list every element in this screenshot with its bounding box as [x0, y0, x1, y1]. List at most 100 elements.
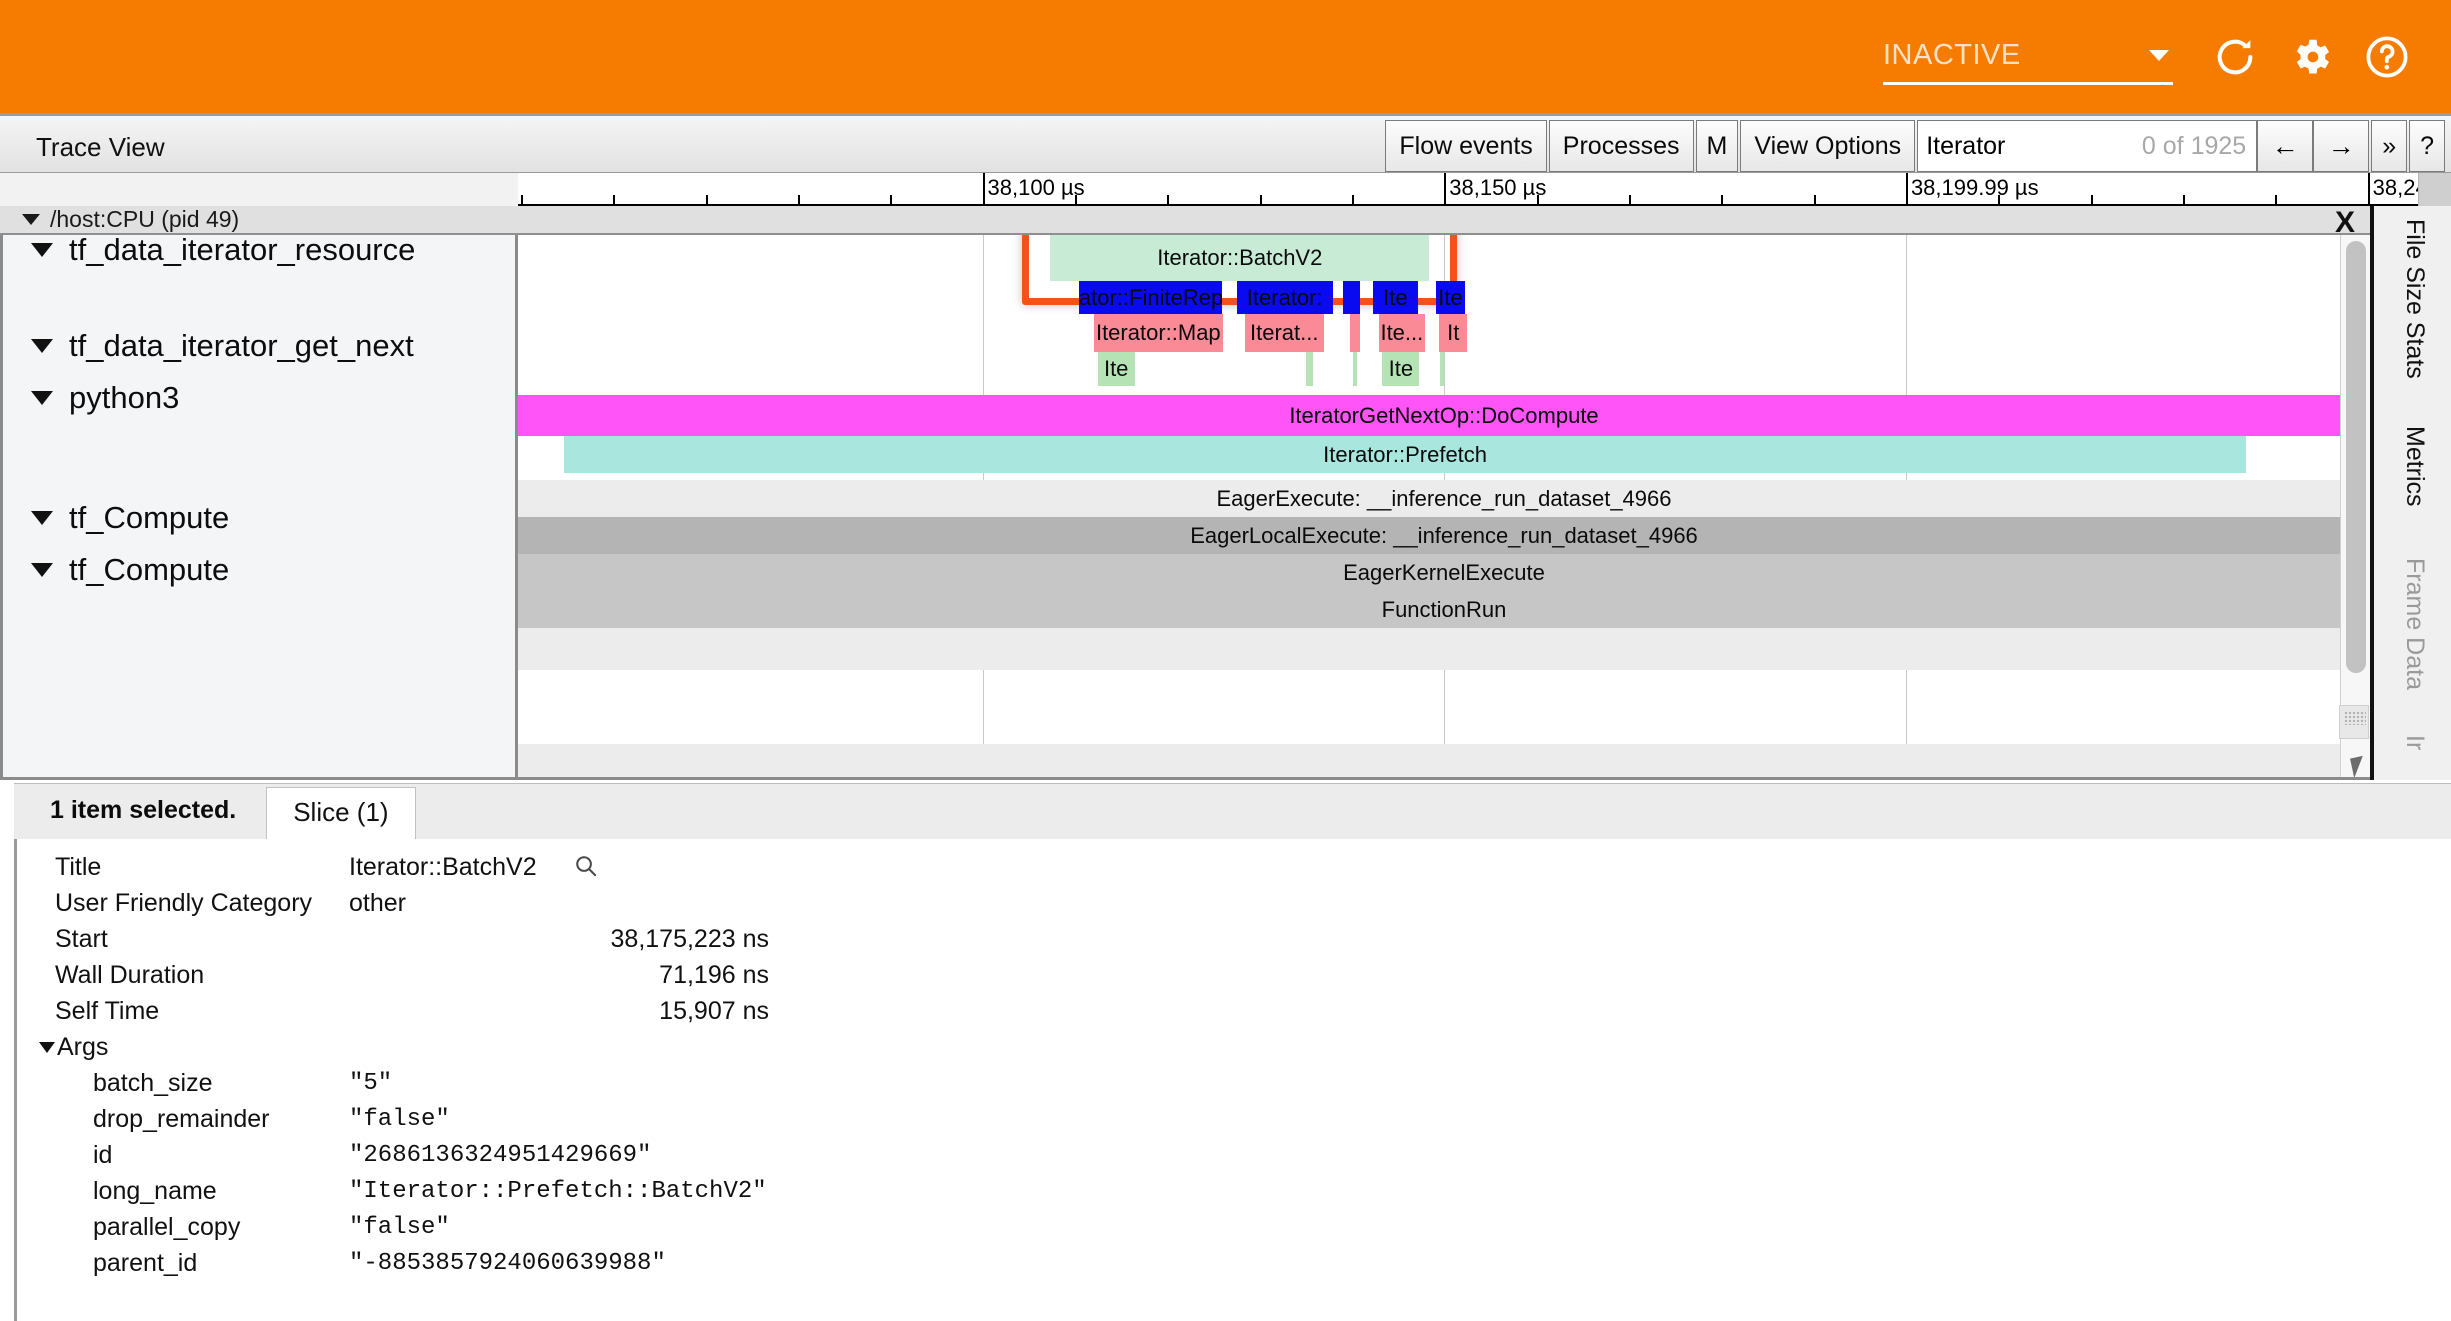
overflow-menu-button[interactable]: »	[2371, 120, 2408, 172]
detail-value: Iterator::BatchV2	[349, 852, 537, 881]
trace-slice[interactable]: IteratorGetNextOp::DoCompute	[518, 395, 2370, 436]
arg-key: drop_remainder	[93, 1104, 270, 1133]
args-label: Args	[57, 1032, 109, 1061]
metrics-toggle-button[interactable]: M	[1695, 120, 1739, 172]
close-icon[interactable]: X	[2334, 206, 2355, 239]
scrollbar-thumb[interactable]	[2346, 241, 2366, 673]
trace-slice[interactable]: It	[1439, 314, 1468, 352]
search-prev-button[interactable]: ←	[2257, 120, 2314, 172]
view-options-button[interactable]: View Options	[1740, 120, 1916, 172]
refresh-icon[interactable]	[2197, 19, 2273, 95]
trace-slice[interactable]: Ite	[1435, 281, 1466, 314]
trace-slice[interactable]: EagerKernelExecute	[518, 554, 2370, 591]
chevron-down-icon[interactable]	[31, 511, 53, 525]
chevron-down-icon[interactable]	[39, 1041, 55, 1053]
ruler-minor-tick	[1813, 195, 1816, 204]
status-dropdown[interactable]: INACTIVE	[1883, 29, 2173, 85]
detail-key: Start	[55, 924, 108, 953]
ruler-major-tick	[1444, 173, 1447, 204]
detail-value: 38,175,223 ns	[610, 924, 769, 953]
trace-slice[interactable]: Ite	[1097, 352, 1135, 386]
arg-key: parallel_copy	[93, 1212, 241, 1241]
track-label-row[interactable]: tf_data_iterator_resource	[3, 232, 521, 267]
chevron-down-icon[interactable]	[31, 243, 53, 257]
arg-key: id	[93, 1140, 113, 1169]
trace-slice[interactable]: Iterator::FiniteRepeat	[1079, 281, 1222, 314]
ruler-minor-tick	[1351, 195, 1354, 204]
track-label-text: python3	[69, 380, 180, 415]
ruler-minor-tick	[613, 195, 616, 204]
timeline-ruler[interactable]: 38,100 µs 38,150 µs 38,199.99 µs 38,249.99 …	[0, 173, 2451, 206]
chevron-down-icon[interactable]	[22, 214, 40, 225]
app-header-bar: INACTIVE	[0, 0, 2451, 113]
track-label-row[interactable]: tf_Compute	[3, 500, 521, 535]
track-label-row[interactable]: tf_Compute	[3, 554, 521, 585]
chevron-down-icon[interactable]	[31, 339, 53, 353]
ruler-major-tick	[982, 173, 985, 204]
trace-slice-small[interactable]	[1343, 281, 1360, 314]
trace-slice[interactable]: Ite	[1382, 352, 1420, 386]
selection-count-label: 1 item selected.	[50, 796, 237, 824]
help-button[interactable]: ?	[2409, 120, 2445, 172]
right-tab-metrics[interactable]: Metrics	[2401, 425, 2429, 507]
arg-value: "-8853857924060639988"	[349, 1249, 666, 1277]
trace-slice[interactable]: Iterator::Map	[1093, 314, 1223, 352]
trace-slice-small[interactable]	[518, 744, 2370, 777]
detail-row: Title Iterator::BatchV2	[17, 849, 2451, 885]
help-circle-icon[interactable]	[2349, 19, 2425, 95]
track-label-row[interactable]: tf_data_iterator_get_next	[3, 328, 521, 363]
trace-slice-small[interactable]	[1440, 352, 1444, 386]
track-label-row[interactable]: python3	[3, 380, 521, 415]
search-next-button[interactable]: →	[2313, 120, 2370, 172]
arg-key: batch_size	[93, 1068, 213, 1097]
resize-grip[interactable]	[2339, 705, 2369, 739]
trace-slice-small[interactable]	[1349, 314, 1360, 352]
trace-slice[interactable]: Ite...	[1379, 314, 1425, 352]
ruler-minor-tick	[2182, 195, 2185, 204]
right-tab-ir[interactable]: Ir	[2401, 735, 2429, 751]
arg-key: parent_id	[93, 1248, 198, 1277]
trace-slice-small[interactable]	[1352, 352, 1357, 386]
processes-button[interactable]: Processes	[1548, 120, 1694, 172]
ruler-minor-tick	[1536, 195, 1539, 204]
trace-slice[interactable]: Iterator::Prefetch	[564, 436, 2246, 473]
trace-slice[interactable]: EagerLocalExecute: __inference_run_datas…	[518, 517, 2370, 554]
chevron-down-icon[interactable]	[31, 563, 53, 577]
ruler-canvas[interactable]: 38,100 µs 38,150 µs 38,199.99 µs 38,249.99 …	[518, 173, 2418, 206]
arg-value: "false"	[349, 1213, 450, 1241]
trace-vertical-scrollbar[interactable]	[2340, 235, 2370, 777]
tab-slice[interactable]: Slice (1)	[266, 787, 416, 839]
flow-events-button[interactable]: Flow events	[1385, 120, 1547, 172]
chevron-down-icon[interactable]	[31, 391, 53, 405]
track-canvas[interactable]: Iterator::BatchV2Iterator::FiniteRepeatI…	[518, 235, 2370, 777]
ruler-major-tick	[2367, 173, 2370, 204]
right-tab-file-size-stats[interactable]: File Size Stats	[2401, 218, 2429, 379]
track-label-text: tf_data_iterator_get_next	[69, 328, 414, 363]
args-section-header[interactable]: Args	[17, 1029, 2451, 1065]
process-group-header[interactable]: /host:CPU (pid 49)	[0, 206, 2370, 235]
trace-slice[interactable]: Iterator::BatchV2	[1050, 235, 1430, 281]
ruler-right-gutter	[2418, 173, 2451, 206]
trace-slice-small[interactable]	[1306, 352, 1313, 386]
track-label-text: tf_data_iterator_resource	[69, 232, 416, 267]
trace-slice[interactable]: FunctionRun	[518, 591, 2370, 628]
trace-slice[interactable]: Iterator:	[1236, 281, 1333, 314]
ruler-left-gutter	[0, 173, 518, 206]
detail-row: Wall Duration 71,196 ns	[17, 957, 2451, 993]
status-dropdown-label: INACTIVE	[1883, 38, 2021, 71]
trace-timeline[interactable]: /host:CPU (pid 49) tf_data_iterator_reso…	[0, 206, 2451, 780]
right-tab-strip: File Size Stats Metrics Frame Data Ir	[2370, 206, 2451, 780]
ruler-minor-tick	[1628, 195, 1631, 204]
gear-icon[interactable]	[2273, 19, 2349, 95]
search-icon[interactable]	[573, 853, 599, 884]
trace-view-toolbar: Flow events Processes M View Options Ite…	[1383, 120, 2445, 172]
details-body: Title Iterator::BatchV2 User Friendly Cate…	[14, 839, 2451, 1321]
trace-slice[interactable]: EagerExecute: __inference_run_dataset_49…	[518, 480, 2370, 517]
right-tab-frame-data[interactable]: Frame Data	[2401, 557, 2429, 690]
ruler-minor-tick	[2275, 195, 2278, 204]
trace-slice-small[interactable]	[518, 628, 2370, 670]
track-label-text: tf_Compute	[69, 500, 230, 535]
trace-slice[interactable]: Iterat...	[1244, 314, 1324, 352]
trace-slice[interactable]: Ite	[1372, 281, 1419, 314]
search-input[interactable]: Iterator 0 of 1925	[1917, 120, 2258, 172]
